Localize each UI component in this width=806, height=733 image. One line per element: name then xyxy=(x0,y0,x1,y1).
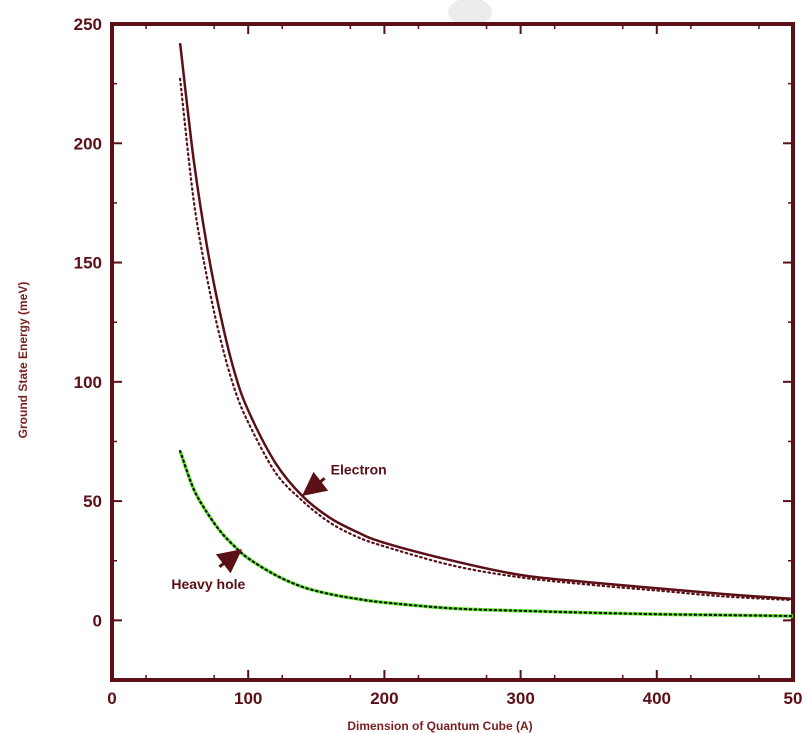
x-tick-label: 100 xyxy=(234,689,262,708)
y-axis-title: Ground State Energy (meV) xyxy=(16,282,30,439)
y-tick-label: 150 xyxy=(74,254,102,273)
electron-annotation: Electron xyxy=(331,461,387,477)
series-line-heavy-hole-dotted xyxy=(179,449,795,618)
y-tick-label: 50 xyxy=(83,492,102,511)
x-tick-label: 50 xyxy=(784,689,803,708)
x-tick-label: 0 xyxy=(107,689,116,708)
heavy-hole-annotation: Heavy hole xyxy=(171,576,245,592)
annotations: Electron Heavy hole xyxy=(171,461,386,591)
y-ticks: 0 50 100 150 200 250 xyxy=(74,15,793,681)
x-tick-label: 300 xyxy=(506,689,534,708)
plot-border xyxy=(110,22,795,682)
heavy-hole-arrow xyxy=(215,549,243,574)
series-line-electron-solid xyxy=(178,42,794,601)
x-ticks: 0 100 200 300 400 50 xyxy=(107,24,802,708)
y-tick-label: 0 xyxy=(93,611,102,630)
series-group xyxy=(178,42,795,618)
y-tick-label: 200 xyxy=(74,134,102,153)
y-tick-label: 250 xyxy=(74,15,102,34)
watermark-shape xyxy=(448,0,492,26)
plot-frame xyxy=(110,22,795,682)
electron-arrow xyxy=(301,471,329,497)
x-tick-label: 400 xyxy=(643,689,671,708)
series-line-electron-dotted xyxy=(179,77,795,602)
y-tick-label: 100 xyxy=(74,373,102,392)
x-tick-label: 200 xyxy=(370,689,398,708)
x-axis-title: Dimension of Quantum Cube (A) xyxy=(347,719,532,733)
